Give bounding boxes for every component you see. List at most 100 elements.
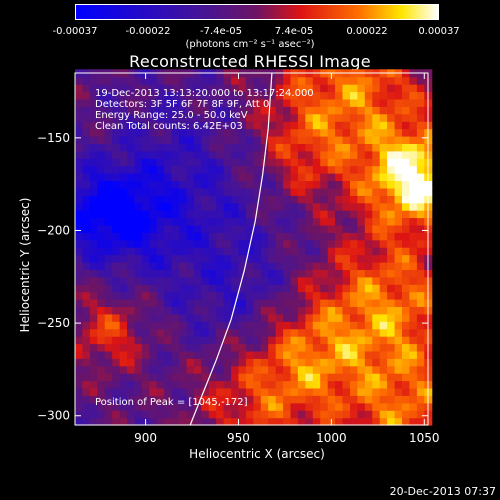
heatmap-cell bbox=[75, 128, 83, 137]
colorbar-tick-label: -0.00037 bbox=[52, 26, 98, 37]
heatmap-cell bbox=[97, 262, 106, 270]
heatmap-cell bbox=[164, 173, 173, 181]
heatmap-cell bbox=[238, 136, 247, 144]
heatmap-cell bbox=[372, 98, 381, 107]
heatmap-cell bbox=[364, 269, 373, 278]
heatmap-cell bbox=[193, 247, 202, 256]
heatmap-cell bbox=[216, 165, 225, 174]
heatmap-cell bbox=[245, 358, 254, 367]
heatmap-cell bbox=[82, 84, 91, 93]
heatmap-cell bbox=[75, 165, 83, 174]
heatmap-cell bbox=[156, 262, 165, 270]
heatmap-cell bbox=[127, 380, 135, 389]
heatmap-cell bbox=[216, 276, 225, 285]
heatmap-cell bbox=[416, 321, 425, 330]
heatmap-cell bbox=[193, 91, 202, 100]
heatmap-cell bbox=[231, 365, 240, 374]
heatmap-cell bbox=[305, 387, 314, 396]
heatmap-cell bbox=[312, 358, 321, 367]
heatmap-cell bbox=[379, 121, 388, 130]
heatmap-cell bbox=[268, 224, 277, 233]
heatmap-cell bbox=[342, 247, 351, 256]
heatmap-cell bbox=[245, 128, 254, 137]
heatmap-cell bbox=[387, 76, 396, 85]
heatmap-cell bbox=[364, 106, 373, 115]
heatmap-cell bbox=[119, 387, 128, 396]
heatmap-cell bbox=[260, 336, 269, 345]
heatmap-cell bbox=[364, 321, 373, 330]
heatmap-cell bbox=[156, 276, 165, 285]
heatmap-cell bbox=[119, 217, 128, 226]
heatmap-cell bbox=[275, 195, 284, 204]
heatmap-cell bbox=[260, 299, 269, 307]
heatmap-cell bbox=[89, 165, 98, 174]
heatmap-cell bbox=[379, 395, 388, 404]
heatmap-cell bbox=[350, 106, 358, 115]
heatmap-cell bbox=[164, 121, 173, 130]
heatmap-cell bbox=[238, 217, 247, 226]
heatmap-cell bbox=[82, 165, 91, 174]
heatmap-cell bbox=[372, 306, 381, 315]
heatmap-cell bbox=[171, 76, 180, 85]
heatmap-cell bbox=[327, 306, 336, 315]
heatmap-cell bbox=[89, 128, 98, 137]
heatmap-cell bbox=[112, 239, 121, 248]
heatmap-cell bbox=[387, 106, 396, 115]
heatmap-cell bbox=[350, 321, 358, 330]
heatmap-cell bbox=[394, 143, 403, 152]
heatmap-cell bbox=[97, 350, 106, 359]
heatmap-cell bbox=[82, 262, 91, 270]
heatmap-cell bbox=[119, 306, 128, 315]
heatmap-cell bbox=[372, 284, 381, 293]
heatmap-cell bbox=[394, 180, 403, 189]
heatmap-cell bbox=[216, 239, 225, 248]
heatmap-cell bbox=[238, 202, 247, 211]
heatmap-cell bbox=[372, 417, 381, 426]
heatmap-cell bbox=[127, 173, 135, 181]
heatmap-cell bbox=[127, 98, 135, 107]
heatmap-cell bbox=[112, 195, 121, 204]
heatmap-cell bbox=[297, 291, 306, 300]
heatmap-cell bbox=[275, 269, 284, 278]
heatmap-cell bbox=[231, 217, 240, 226]
heatmap-cell bbox=[260, 247, 269, 256]
heatmap-cell bbox=[208, 210, 217, 219]
heatmap-cell bbox=[238, 350, 247, 359]
heatmap-cell bbox=[104, 395, 113, 404]
heatmap-cell bbox=[179, 173, 187, 181]
heatmap-cell bbox=[253, 343, 262, 352]
heatmap-cell bbox=[179, 224, 187, 233]
heatmap-cell bbox=[179, 343, 187, 352]
heatmap-cell bbox=[75, 150, 83, 159]
heatmap-cell bbox=[238, 410, 247, 419]
heatmap-cell bbox=[97, 113, 106, 122]
heatmap-cell bbox=[82, 76, 91, 85]
heatmap-cell bbox=[171, 299, 180, 307]
heatmap-cell bbox=[231, 165, 240, 174]
heatmap-cell bbox=[260, 358, 269, 367]
heatmap-cell bbox=[402, 239, 410, 248]
heatmap-cell bbox=[342, 306, 351, 315]
heatmap-cell bbox=[305, 98, 314, 107]
heatmap-cell bbox=[409, 365, 418, 374]
heatmap-cell bbox=[89, 254, 98, 263]
heatmap-cell bbox=[290, 410, 299, 419]
heatmap-cell bbox=[127, 121, 135, 130]
heatmap-cell bbox=[394, 328, 403, 337]
heatmap-cell bbox=[416, 306, 425, 315]
heatmap-cell bbox=[357, 299, 366, 307]
heatmap-cell bbox=[416, 106, 425, 115]
heatmap-cell bbox=[201, 165, 210, 174]
heatmap-cell bbox=[312, 136, 321, 144]
heatmap-cell bbox=[119, 173, 128, 181]
heatmap-cell bbox=[342, 395, 351, 404]
heatmap-cell bbox=[89, 306, 98, 315]
heatmap-cell bbox=[164, 247, 173, 256]
heatmap-cell bbox=[387, 358, 396, 367]
heatmap-cell bbox=[402, 395, 410, 404]
heatmap-cell bbox=[149, 84, 158, 93]
heatmap-cell bbox=[320, 173, 329, 181]
heatmap-cell bbox=[201, 232, 210, 241]
heatmap-cell bbox=[186, 165, 195, 174]
heatmap-cell bbox=[402, 365, 410, 374]
